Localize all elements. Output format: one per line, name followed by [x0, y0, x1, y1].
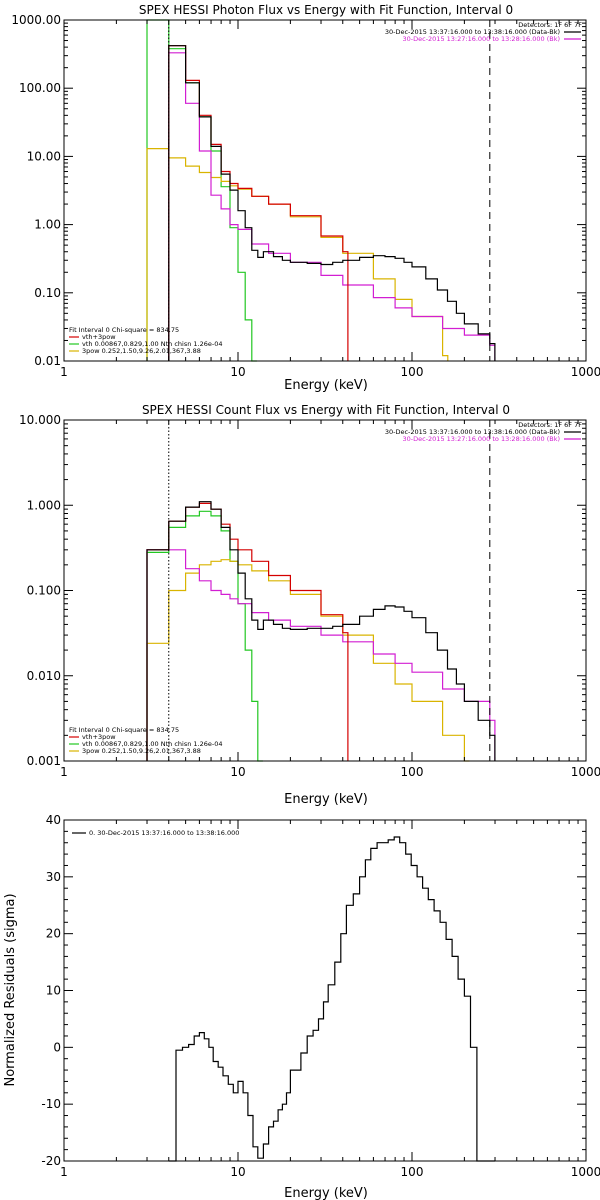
y-tick-label: 30	[46, 870, 61, 884]
series-1-1	[146, 559, 470, 762]
count-flux-xlabel: Energy (keV)	[284, 792, 368, 807]
x-tick-label: 100	[401, 1165, 424, 1179]
fit-info-line: vth+3pow	[82, 333, 116, 341]
photon-flux-frame	[63, 19, 587, 362]
x-tick-label: 100	[401, 765, 424, 779]
count-flux-frame	[63, 419, 587, 762]
y-tick-label: 10.00	[27, 149, 61, 163]
count-flux-marks	[146, 420, 496, 762]
header-line: 30-Dec-2015 13:37:16.000 to 13:38:16.000…	[385, 28, 560, 36]
y-tick-label: 0.10	[34, 286, 61, 300]
photon-flux-xlabel: Energy (keV)	[284, 378, 368, 393]
y-tick-label: 1.000	[27, 498, 61, 512]
x-tick-label: 10	[230, 1165, 245, 1179]
y-tick-label: 0.001	[27, 754, 61, 768]
count-flux-title: SPEX HESSI Count Flux vs Energy with Fit…	[142, 403, 510, 417]
y-tick-label: 0	[53, 1040, 61, 1054]
header-line: Detectors: 1F 6F 7F	[518, 421, 582, 429]
header-line: 30-Dec-2015 13:27:16.000 to 13:28:16.000…	[403, 35, 561, 43]
photon-flux-fit-info: Fit Interval 0 Chi-square = 834.75vth+3p…	[69, 326, 223, 355]
photon-flux-marks	[146, 19, 496, 362]
residuals-xlabel: Energy (keV)	[284, 1186, 368, 1200]
x-tick-label: 1	[60, 1165, 68, 1179]
fit-info-line: 3pow 0.252,1.50,9.26,2.01,367,3.88	[82, 747, 201, 755]
header-line: Detectors: 1F 6F 7F	[518, 21, 582, 29]
fit-info-line: vth 0.00867,0.829,1.00 Nth chisn 1.26e-0…	[82, 740, 223, 748]
legend-label: 0. 30-Dec-2015 13:37:16.000 to 13:38:16.…	[89, 829, 239, 837]
y-tick-label: 20	[46, 927, 61, 941]
residuals-ylabel: Normalized Residuals (sigma)	[3, 893, 18, 1086]
y-tick-label: -20	[41, 1154, 61, 1168]
fit-info-line: Fit Interval 0 Chi-square = 834.75	[69, 726, 179, 734]
y-tick-label: 0.01	[34, 354, 61, 368]
x-tick-label: 100	[401, 365, 424, 379]
photon-flux-ticks: 1 10 100 1000 1000.00 100.00 10.00 1.00 0.10 0.01	[11, 13, 600, 379]
residuals-marks	[168, 836, 495, 1162]
y-tick-label: 1000.00	[11, 13, 61, 27]
residuals-frame	[63, 819, 587, 1162]
series-0-3	[168, 45, 349, 361]
header-line: 30-Dec-2015 13:27:16.000 to 13:28:16.000…	[403, 435, 561, 443]
x-tick-label: 10	[230, 765, 245, 779]
count-flux-panel: SPEX HESSI Count Flux vs Energy with Fit…	[19, 403, 600, 807]
series-0-4	[168, 45, 496, 361]
series-1-4	[146, 501, 496, 761]
fit-info-line: vth 0.00867,0.829,1.00 Nth chisn 1.26e-0…	[82, 340, 223, 348]
y-tick-label: 10	[46, 984, 61, 998]
photon-flux-panel: SPEX HESSI Photon Flux vs Energy with Fi…	[11, 3, 600, 393]
x-tick-label: 1	[60, 765, 68, 779]
x-tick-label: 1000	[571, 765, 600, 779]
series-2-0	[168, 836, 495, 1162]
x-tick-label: 1	[60, 365, 68, 379]
fit-info-line: vth+3pow	[82, 733, 116, 741]
y-tick-label: 1.00	[34, 218, 61, 232]
residuals-legend: 0. 30-Dec-2015 13:37:16.000 to 13:38:16.…	[72, 829, 239, 837]
y-tick-label: 40	[46, 813, 61, 827]
y-tick-label: 0.010	[27, 669, 61, 683]
y-tick-label: 10.000	[19, 413, 61, 427]
fit-info-line: 3pow 0.252,1.50,9.26,2.01,367,3.88	[82, 347, 201, 355]
x-tick-label: 10	[230, 365, 245, 379]
y-tick-label: -10	[41, 1097, 61, 1111]
series-1-3	[146, 502, 349, 761]
y-tick-label: 100.00	[19, 81, 61, 95]
fit-info-line: Fit Interval 0 Chi-square = 834.75	[69, 326, 179, 334]
series-0-2	[168, 52, 496, 361]
series-1-0	[146, 510, 263, 762]
x-tick-label: 1000	[571, 365, 600, 379]
series-0-1	[146, 148, 449, 361]
count-flux-fit-info: Fit Interval 0 Chi-square = 834.75vth+3p…	[69, 726, 223, 755]
series-1-2	[146, 549, 496, 761]
series-0-0	[146, 19, 257, 362]
x-tick-label: 1000	[571, 1165, 600, 1179]
header-line: 30-Dec-2015 13:37:16.000 to 13:38:16.000…	[385, 428, 560, 436]
photon-flux-title: SPEX HESSI Photon Flux vs Energy with Fi…	[139, 3, 513, 17]
count-flux-ticks: 1 10 100 1000 10.000 1.000 0.100 0.010 0.001	[19, 413, 600, 779]
y-tick-label: 0.100	[27, 584, 61, 598]
